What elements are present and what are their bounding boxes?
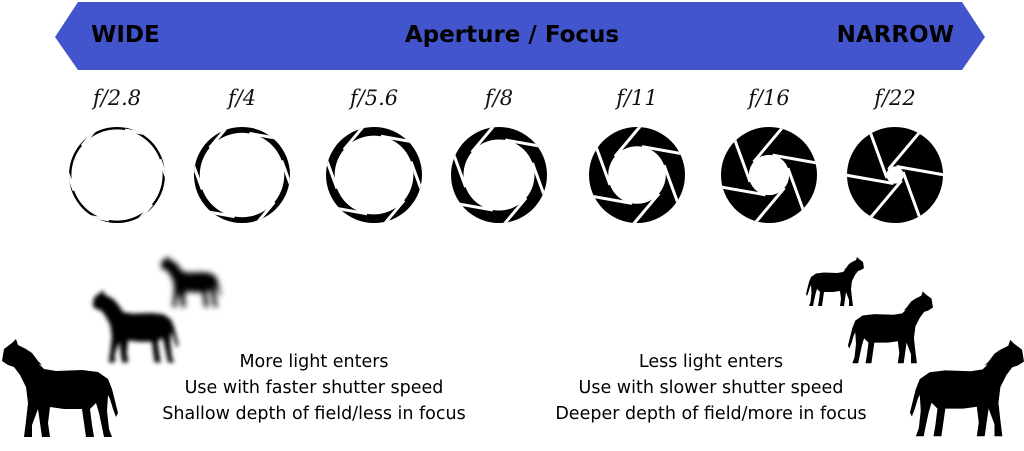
aperture-icon bbox=[326, 127, 422, 223]
narrow-label: NARROW bbox=[836, 22, 954, 48]
caption-line: Use with slower shutter speed bbox=[578, 378, 844, 398]
double-arrow-shape bbox=[55, 2, 985, 70]
aperture-blade-seam bbox=[752, 127, 792, 164]
aperture-icon bbox=[847, 127, 943, 223]
fstop-label: f/16 bbox=[748, 86, 790, 110]
aperture-blade-seam bbox=[194, 134, 204, 190]
banner-title: Aperture / Focus bbox=[404, 22, 620, 48]
caption-line: Shallow depth of field/less in focus bbox=[162, 404, 466, 424]
horse-icon bbox=[2, 339, 118, 437]
aperture-blade-seam bbox=[896, 165, 943, 178]
aperture-blade-seam bbox=[208, 127, 248, 149]
aperture-icon bbox=[69, 127, 165, 223]
aperture-blade-seam bbox=[847, 172, 894, 185]
fstop-label: f/2.8 bbox=[92, 86, 142, 110]
fstop-label: f/5.6 bbox=[349, 86, 399, 110]
aperture-blade-seam bbox=[158, 158, 165, 215]
aperture-blade-seam bbox=[746, 186, 786, 223]
caption-line: Deeper depth of field/more in focus bbox=[555, 404, 867, 424]
aperture-icon bbox=[589, 127, 685, 223]
narrow-aperture-caption: Less light enters Use with slower shutte… bbox=[511, 349, 911, 427]
aperture-blade-seam bbox=[280, 160, 290, 216]
aperture-blade-seam bbox=[530, 162, 547, 218]
caption-line: More light enters bbox=[239, 352, 389, 372]
aperture-blade-seam bbox=[613, 127, 654, 158]
aperture-blade-seam bbox=[236, 201, 276, 223]
fstop-label: f/11 bbox=[616, 86, 658, 110]
aperture-blade-seam bbox=[620, 192, 661, 223]
wide-aperture-caption: More light enters Use with faster shutte… bbox=[114, 349, 514, 427]
aperture-blade-seam bbox=[504, 138, 547, 152]
caption-line: Use with faster shutter speed bbox=[184, 378, 444, 398]
fstop-label: f/22 bbox=[874, 86, 916, 110]
aperture-blade-seam bbox=[69, 135, 76, 192]
aperture-blade-seam bbox=[451, 198, 494, 212]
aperture-icon bbox=[451, 127, 547, 223]
horse-icon bbox=[909, 339, 1024, 437]
wide-label: WIDE bbox=[91, 22, 160, 48]
aperture-icon bbox=[194, 127, 290, 223]
aperture-blade-seam bbox=[80, 127, 121, 147]
aperture-blade-seam bbox=[641, 145, 685, 159]
aperture-blade-seam bbox=[721, 183, 766, 197]
fstop-label: f/8 bbox=[484, 86, 514, 110]
aperture-blade-seam bbox=[488, 196, 528, 223]
caption-line: Less light enters bbox=[638, 352, 784, 372]
aperture-blade-seam bbox=[772, 153, 817, 167]
aperture-icon bbox=[721, 127, 817, 223]
aperture-blade-seam bbox=[451, 132, 468, 188]
aperture-blade-seam bbox=[113, 203, 154, 223]
aperture-focus-banner: WIDE Aperture / Focus NARROW bbox=[0, 0, 1024, 75]
aperture-blade-seam bbox=[589, 191, 633, 205]
aperture-blade-seam bbox=[470, 127, 510, 154]
fstop-label: f/4 bbox=[227, 86, 257, 110]
